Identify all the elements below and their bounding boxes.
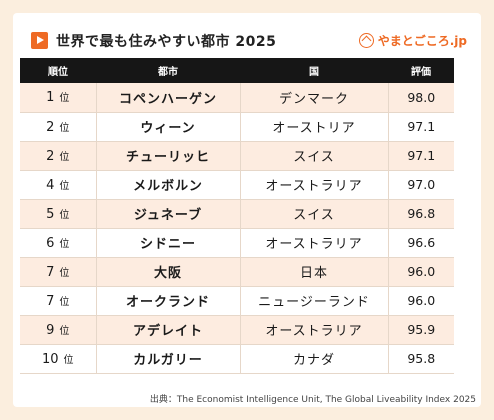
rank-number: 4 — [46, 177, 55, 193]
table-body: 1 位コペンハーゲン デンマーク 98.0 2 位ウィーン オーストリア 97.1 2 位チューリ… — [20, 83, 454, 374]
rank-number: 2 — [46, 119, 55, 135]
column-header-rank: 順位 — [20, 58, 96, 83]
score-cell: 97.1 — [387, 112, 454, 142]
rank-unit: 位 — [59, 93, 70, 105]
city-cell: シドニー — [95, 228, 240, 258]
brand: やまとごころ.jp — [358, 32, 467, 49]
rank-unit: 位 — [59, 209, 70, 221]
table-row: 2 位ウィーン オーストリア 97.1 — [20, 112, 454, 142]
city-cell: カルガリー — [95, 344, 240, 374]
rank-unit: 位 — [59, 151, 70, 163]
table-row: 10 位 カルガリー カナダ 95.8 — [20, 344, 454, 374]
city-cell: ジュネーブ — [95, 199, 240, 229]
rank-unit: 位 — [59, 238, 70, 250]
brand-name: やまとごころ.jp — [377, 34, 467, 48]
table-row: 9 位アデレイト オーストラリア 95.9 — [20, 315, 454, 345]
rank-unit: 位 — [63, 354, 74, 366]
rank-unit: 位 — [59, 180, 70, 192]
rank-cell: 10 位 — [20, 344, 96, 374]
brand-logo-icon — [358, 33, 374, 48]
city-cell: チューリッヒ — [95, 141, 240, 171]
country-cell: カナダ — [239, 344, 388, 374]
city-cell: ウィーン — [95, 112, 240, 142]
column-header-score: 評価 — [388, 58, 454, 83]
rank-number: 1 — [46, 90, 55, 106]
rank-unit: 位 — [59, 325, 70, 337]
rank-number: 7 — [46, 293, 55, 309]
country-cell: スイス — [239, 141, 388, 171]
rank-unit: 位 — [59, 267, 70, 279]
ranking-table: 順位 都市 国 評価 1 位コペンハーゲン デンマーク 98.0 2 位ウィーン オーストリ… — [20, 58, 454, 374]
source-note: 出典：The Economist Intelligence Unit, The … — [149, 395, 476, 405]
city-cell: アデレイト — [95, 315, 240, 345]
score-cell: 95.9 — [387, 315, 454, 345]
city-cell: メルボルン — [95, 170, 240, 200]
country-cell: デンマーク — [239, 83, 388, 113]
country-cell: オーストラリア — [239, 228, 388, 258]
rank-unit: 位 — [59, 122, 70, 134]
score-cell: 96.6 — [387, 228, 454, 258]
city-cell: オークランド — [95, 286, 240, 316]
play-triangle-icon — [31, 32, 48, 49]
score-cell: 98.0 — [387, 83, 454, 113]
country-cell: 日本 — [239, 257, 388, 287]
score-cell: 97.1 — [387, 141, 454, 171]
country-cell: オーストリア — [239, 112, 388, 142]
column-header-city: 都市 — [96, 58, 240, 83]
score-cell: 96.0 — [387, 257, 454, 287]
country-cell: オーストラリア — [239, 170, 388, 200]
score-cell: 96.8 — [387, 199, 454, 229]
rank-number: 7 — [46, 264, 55, 280]
table-row: 7 位オークランド ニュージーランド 96.0 — [20, 286, 454, 316]
rank-unit: 位 — [59, 296, 70, 308]
score-cell: 97.0 — [387, 170, 454, 200]
card-header: 世界で最も住みやすい都市 2025 やまとごころ.jp — [31, 29, 467, 53]
city-cell: 大阪 — [95, 257, 240, 287]
page-title: 世界で最も住みやすい都市 2025 — [56, 34, 277, 50]
table-row: 2 位チューリッヒ スイス 97.1 — [20, 141, 454, 171]
score-cell: 96.0 — [387, 286, 454, 316]
city-cell: コペンハーゲン — [95, 83, 240, 113]
table-row: 1 位コペンハーゲン デンマーク 98.0 — [20, 83, 454, 113]
rank-number: 9 — [46, 322, 55, 338]
table-row: 4 位メルボルン オーストラリア 97.0 — [20, 170, 454, 200]
table-row: 7 位大阪 日本 96.0 — [20, 257, 454, 287]
rank-number: 2 — [46, 148, 55, 164]
column-header-country: 国 — [240, 58, 388, 83]
rank-number: 5 — [46, 206, 55, 222]
rank-number: 6 — [46, 235, 55, 251]
rank-number: 10 — [41, 351, 59, 367]
score-cell: 95.8 — [387, 344, 454, 374]
table-header-row: 順位 都市 国 評価 — [20, 58, 454, 83]
table-row: 5 位ジュネーブ スイス 96.8 — [20, 199, 454, 229]
country-cell: ニュージーランド — [239, 286, 388, 316]
country-cell: スイス — [239, 199, 388, 229]
table-row: 6 位シドニー オーストラリア 96.6 — [20, 228, 454, 258]
country-cell: オーストラリア — [239, 315, 388, 345]
